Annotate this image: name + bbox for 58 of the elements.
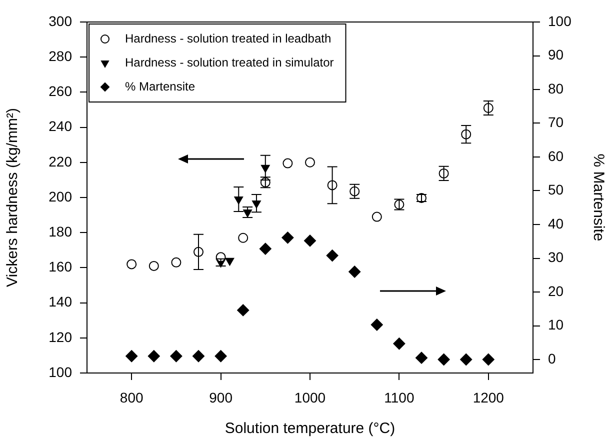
point [170, 350, 182, 362]
y-tick-label: 300 [48, 12, 72, 29]
point [370, 318, 383, 331]
x-tick-label: 1200 [472, 389, 504, 406]
x-tick-label: 1000 [294, 389, 326, 406]
y2-tick-label: 80 [548, 80, 564, 96]
legend-label: Hardness - solution treated in simulator [125, 55, 334, 70]
point [148, 350, 160, 362]
y2-tick-label: 70 [548, 114, 564, 130]
point [214, 350, 227, 362]
y-tick-label: 100 [48, 364, 72, 380]
y2-tick-label: 60 [548, 148, 564, 164]
point [304, 234, 316, 247]
point [326, 250, 338, 262]
point [282, 232, 294, 244]
point [237, 304, 250, 316]
y2-tick-label: 30 [548, 249, 564, 266]
legend-label: % Martensite [125, 79, 196, 94]
point [348, 266, 361, 278]
x-tick-label: 1100 [384, 389, 414, 406]
point [259, 242, 272, 255]
y-tick-label: 280 [48, 48, 72, 64]
point [438, 354, 450, 366]
y2-tick-label: 100 [548, 12, 572, 29]
y-tick-label: 140 [48, 294, 72, 310]
y2-tick-label: 40 [548, 215, 564, 232]
y-tick-label: 180 [48, 223, 72, 240]
y-tick-label: 260 [48, 83, 72, 100]
y-tick-label: 160 [48, 258, 72, 275]
point [393, 338, 406, 350]
point [126, 350, 138, 362]
y-tick-label: 120 [48, 328, 72, 345]
y2-tick-label: 0 [548, 350, 556, 366]
point [192, 350, 204, 362]
point [238, 232, 248, 243]
y-tick-label: 200 [48, 188, 72, 204]
point [171, 257, 182, 268]
y-tick-label: 220 [48, 153, 72, 170]
point [482, 354, 494, 366]
y2-tick-label: 90 [548, 46, 564, 63]
y2-tick-label: 50 [548, 182, 564, 198]
point [282, 158, 293, 168]
point [148, 260, 159, 271]
x-tick-label: 900 [209, 389, 233, 406]
point [225, 258, 234, 266]
legend-label: Hardness - solution treated in leadbath [125, 31, 332, 46]
y2-axis-title: % Martensite [590, 154, 607, 242]
point [460, 354, 472, 366]
x-axis-title: Solution temperature (°C) [224, 420, 396, 438]
point [126, 259, 137, 270]
x-tick-label: 800 [120, 389, 144, 406]
point [416, 352, 428, 364]
point [372, 212, 382, 222]
point [305, 157, 315, 168]
y-axis-title: Vickers hardness (kg/mm²) [4, 108, 22, 287]
y2-tick-label: 20 [548, 282, 564, 299]
y-tick-label: 240 [48, 118, 72, 134]
y2-tick-label: 10 [548, 316, 564, 333]
